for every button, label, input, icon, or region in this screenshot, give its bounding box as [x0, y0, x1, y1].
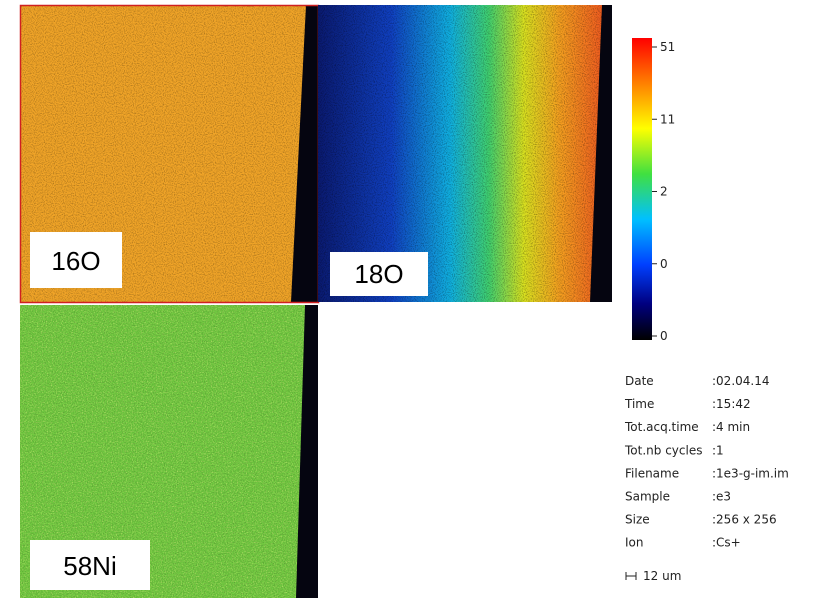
info-value: :4 min	[712, 420, 750, 434]
colorbar: 51 11 2 0 0	[632, 38, 675, 343]
info-key: Filename	[625, 466, 679, 480]
colorbar-label: 11	[660, 112, 675, 126]
info-value: :15:42	[712, 397, 751, 411]
panel-label: 58Ni	[63, 551, 116, 581]
panel-16o: 16O	[19, 4, 320, 304]
colorbar-label: 0	[660, 257, 668, 271]
info-key: Tot.acq.time	[624, 420, 699, 434]
info-key: Tot.nb cycles	[624, 443, 702, 457]
info-value: :256 x 256	[712, 513, 777, 527]
info-key: Date	[625, 374, 654, 388]
panel-label: 18O	[354, 259, 403, 289]
info-table: Date :02.04.14 Time :15:42 Tot.acq.time :4 mi…	[624, 374, 789, 550]
colorbar-label: 2	[660, 185, 668, 199]
info-key: Ion	[625, 536, 644, 550]
info-key: Sample	[625, 490, 670, 504]
info-value: :e3	[712, 490, 731, 504]
scale-label: 12 um	[643, 569, 681, 583]
colorbar-label: 0	[660, 329, 668, 343]
info-value: :02.04.14	[712, 374, 769, 388]
panel-58ni: 58Ni	[20, 305, 318, 598]
info-value: :1e3-g-im.im	[712, 466, 789, 480]
panel-label: 16O	[51, 246, 100, 276]
panel-18o: 18O	[318, 5, 612, 302]
info-key: Size	[625, 513, 650, 527]
info-key: Time	[624, 397, 654, 411]
info-value: :1	[712, 443, 724, 457]
colorbar-label: 51	[660, 40, 675, 54]
info-value: :Cs+	[712, 536, 741, 550]
scale-bar: 12 um	[625, 569, 681, 583]
